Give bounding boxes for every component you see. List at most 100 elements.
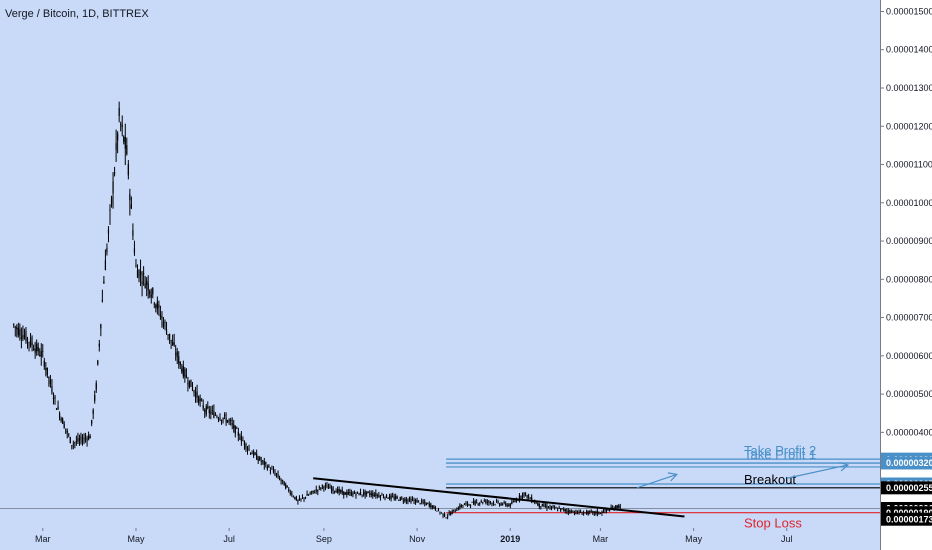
candle-body <box>100 324 102 329</box>
level-label: Take Profit 2 <box>744 443 816 458</box>
candle-body <box>146 280 148 285</box>
candle-body <box>155 304 157 308</box>
candle-body <box>227 420 229 423</box>
candle-body <box>494 504 496 505</box>
candle-body <box>320 487 322 490</box>
candle-body <box>249 452 252 454</box>
candle-body <box>509 503 511 507</box>
candle-body <box>26 338 29 342</box>
level-label: Take Profit 1 <box>744 447 816 462</box>
candle-body <box>488 500 490 503</box>
candle-body <box>130 204 132 209</box>
candle-body <box>280 480 282 482</box>
candle-body <box>109 209 111 211</box>
candle-body <box>141 281 143 285</box>
chart-title: Verge / Bitcoin, 1D, BITTREX <box>5 8 149 20</box>
candle-body <box>497 501 499 503</box>
candle-body <box>605 509 608 511</box>
candle-body <box>126 145 128 155</box>
price-tick-label: 0.00001200 <box>886 121 932 131</box>
candle-body <box>379 495 382 498</box>
candle-body <box>42 350 44 352</box>
candle-body <box>253 451 255 456</box>
candle-body <box>615 505 617 509</box>
candle-body <box>384 497 386 499</box>
candle-body <box>396 497 398 498</box>
candle-body <box>447 516 449 518</box>
candle-body <box>321 484 323 487</box>
price-tick-label: 0.00000800 <box>886 274 932 284</box>
candle-body <box>540 506 542 508</box>
candle-body <box>165 329 168 335</box>
time-tick-label: May <box>685 534 703 544</box>
candle-body <box>324 484 327 487</box>
candle-body <box>277 474 279 477</box>
candle-body <box>219 417 221 420</box>
plot-background <box>0 0 880 528</box>
time-axis[interactable]: Mar May Jul Sep Nov 2019 Mar May Jul <box>35 528 793 544</box>
candle-body <box>466 502 469 505</box>
candle-body <box>521 494 524 497</box>
candle-body <box>251 453 253 455</box>
candle-body <box>164 321 166 323</box>
candle-body <box>491 502 493 505</box>
candle-body <box>361 494 363 496</box>
candle-body <box>323 486 325 489</box>
candle-body <box>619 506 621 508</box>
candle-body <box>419 503 421 505</box>
candle-body <box>358 493 360 496</box>
candle-body <box>263 461 265 465</box>
candle-body <box>378 495 380 497</box>
candle-body <box>152 288 154 295</box>
candle-body <box>254 453 256 455</box>
time-tick-label: Mar <box>35 534 51 544</box>
candle-body <box>86 438 88 441</box>
candle-body <box>387 498 389 500</box>
price-level-tag <box>881 512 932 526</box>
candle-body <box>366 491 368 494</box>
candle-body <box>581 514 583 515</box>
price-tick-label: 0.00000400 <box>886 427 932 437</box>
candle-body <box>477 504 479 505</box>
candle-body <box>454 511 456 513</box>
candle-body <box>517 500 519 501</box>
candle-body <box>515 499 517 502</box>
candle-body <box>138 270 140 279</box>
candle-body <box>579 511 582 513</box>
candle-body <box>133 248 136 254</box>
candle-body <box>465 503 467 504</box>
candle-body <box>407 499 409 502</box>
candle-body <box>448 512 450 514</box>
candle-body <box>469 505 472 507</box>
candle-body <box>596 511 598 514</box>
candle-body <box>436 510 438 512</box>
candle-body <box>363 492 365 495</box>
candle-body <box>172 341 174 346</box>
candle-body <box>80 436 82 440</box>
candle-body <box>256 453 258 460</box>
candle-body <box>191 386 194 391</box>
time-tick-label: May <box>127 534 145 544</box>
candle-body <box>89 435 91 439</box>
candle-body <box>92 409 94 415</box>
price-axis[interactable]: 0.00001500 0.00001400 0.00001300 0.00001200… <box>880 6 932 526</box>
candle-body <box>123 136 125 142</box>
candle-body <box>570 511 572 514</box>
candle-body <box>427 502 429 504</box>
candle-body <box>213 411 215 418</box>
price-level-tag-label: 0.00000320 <box>886 458 932 468</box>
candle-body <box>353 491 356 494</box>
candle-body <box>135 265 137 267</box>
candle-body <box>72 443 74 445</box>
candle-body <box>462 505 464 506</box>
candle-body <box>590 511 592 513</box>
candle-body <box>443 513 446 517</box>
candle-body <box>367 491 369 493</box>
candle-body <box>318 486 320 488</box>
candle-body <box>193 390 195 393</box>
candle-body <box>428 504 430 507</box>
candle-body <box>431 505 433 508</box>
candle-body <box>161 316 163 319</box>
